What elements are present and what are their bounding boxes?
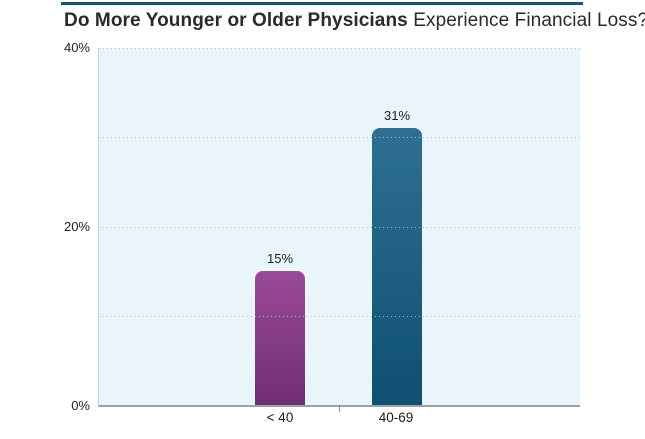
x-axis-category-divider-tick [339,405,340,412]
plot-area: 15% 31% [98,48,580,407]
chart-title-emphasis: Do More Younger or Older Physicians [64,10,408,31]
bar-group-40-69: 31% [372,108,422,405]
title-rule [61,2,583,5]
bar-40-69 [372,128,422,405]
y-axis-tick-40: 40% [63,40,90,55]
y-axis-tick-20: 20% [63,219,90,234]
chart-title: Do More Younger or Older Physicians Expe… [64,9,645,33]
gridline-20pct [99,226,580,228]
gridline-30pct [99,137,580,139]
x-axis-label-under-40: < 40 [266,410,294,425]
gridline-40pct [99,48,580,49]
bar-value-label-40-69: 31% [383,108,411,123]
x-axis-label-40-69: 40-69 [378,410,414,425]
bar-value-label-under-40: 15% [266,251,294,266]
bar-under-40 [255,271,305,405]
bar-group-under-40: 15% [255,251,305,405]
y-axis-tick-0: 0% [71,398,90,413]
chart-title-rest: Experience Financial Loss? [413,10,645,31]
gridline-10pct [99,315,580,317]
